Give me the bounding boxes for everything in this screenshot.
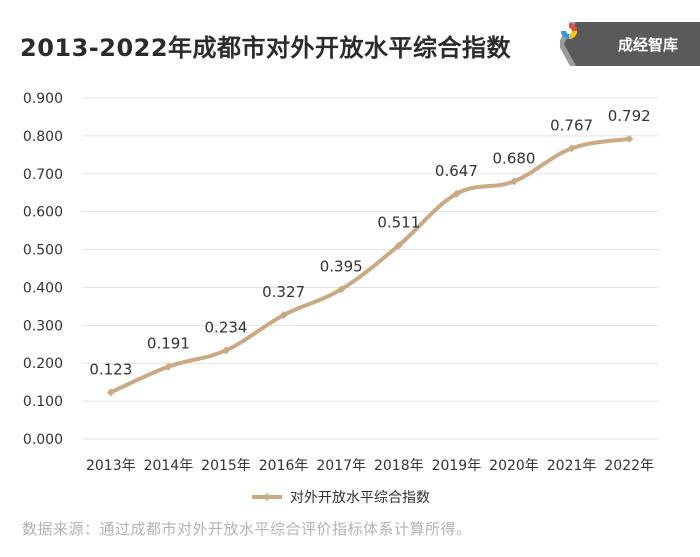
- data-point: [279, 311, 288, 320]
- x-tick-label: 2017年: [316, 458, 366, 474]
- data-point: [337, 285, 346, 294]
- data-point: [452, 189, 461, 198]
- x-tick-label: 2015年: [201, 458, 251, 474]
- x-tick-label: 2013年: [86, 458, 136, 474]
- x-tick-label: 2018年: [374, 458, 424, 474]
- y-tick-label: 0.500: [23, 243, 63, 259]
- y-tick-label: 0.700: [23, 167, 63, 183]
- y-tick-label: 0.900: [23, 91, 63, 107]
- data-point: [567, 144, 576, 153]
- y-tick-label: 0.400: [23, 280, 63, 296]
- data-point: [106, 388, 115, 397]
- source-note: 数据来源：通过成都市对外开放水平综合评价指标体系计算所得。: [22, 520, 472, 538]
- data-label: 0.647: [435, 162, 478, 180]
- series-line: [108, 136, 632, 395]
- data-point: [222, 346, 230, 355]
- y-tick-label: 0.100: [23, 394, 63, 410]
- y-tick-label: 0.800: [23, 129, 63, 145]
- x-tick-label: 2021年: [547, 458, 597, 474]
- data-point: [510, 177, 518, 186]
- data-point: [394, 241, 403, 250]
- chengjing-logo-icon: [561, 23, 577, 39]
- data-label: 0.395: [320, 257, 363, 275]
- data-label: 0.327: [262, 283, 305, 301]
- data-point: [164, 362, 173, 371]
- data-label: 0.123: [89, 360, 132, 378]
- x-tick-label: 2019年: [432, 458, 482, 474]
- y-tick-label: 0.000: [23, 432, 63, 448]
- y-tick-label: 0.600: [23, 205, 63, 221]
- data-label: 0.680: [493, 149, 536, 167]
- page-title: 2013-2022年成都市对外开放水平综合指数: [20, 34, 512, 62]
- legend-marker: [263, 493, 271, 501]
- data-label: 0.234: [205, 318, 248, 336]
- data-label: 0.511: [377, 213, 420, 231]
- data-label: 0.191: [147, 335, 190, 353]
- brand-badge[interactable]: 成经智库: [560, 22, 700, 66]
- y-tick-label: 0.200: [23, 356, 63, 372]
- brand-name: 成经智库: [618, 36, 679, 54]
- x-tick-label: 2020年: [489, 458, 539, 474]
- data-label: 0.792: [608, 107, 651, 125]
- y-tick-label: 0.300: [23, 318, 63, 334]
- x-tick-label: 2022年: [604, 458, 654, 474]
- legend-label: 对外开放水平综合指数: [290, 490, 430, 506]
- data-point: [625, 134, 634, 143]
- data-label: 0.767: [550, 116, 593, 134]
- x-tick-label: 2016年: [259, 458, 309, 474]
- x-tick-label: 2014年: [144, 458, 194, 474]
